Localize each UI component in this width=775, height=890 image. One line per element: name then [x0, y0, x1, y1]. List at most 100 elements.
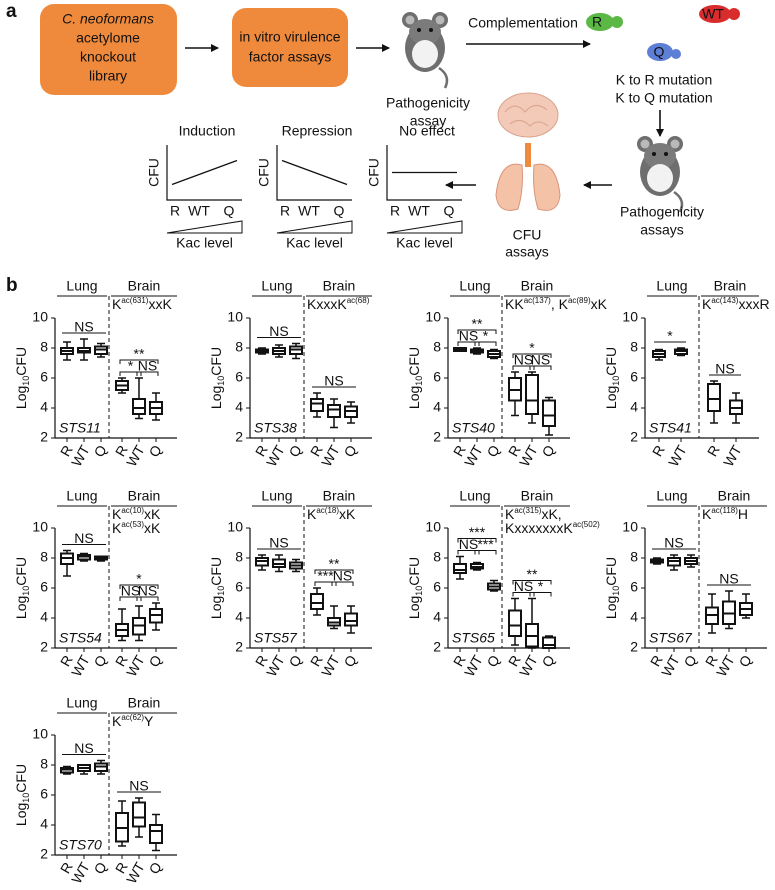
- x-tick-label: Q: [91, 652, 110, 670]
- text-segment: 10: [21, 793, 31, 803]
- y-tick-label: 10: [32, 519, 48, 535]
- text-segment: CFU: [603, 557, 619, 586]
- x-tick-label: Q: [341, 442, 360, 460]
- significance-bracket: [119, 596, 142, 601]
- mini-plot-axes: [276, 145, 352, 201]
- text-segment: 10: [611, 376, 621, 386]
- trend-line: [171, 159, 238, 186]
- y-tick-label: 8: [235, 549, 243, 565]
- strain-label: STS67: [649, 630, 693, 646]
- text-segment: ac(315): [514, 506, 541, 515]
- box-text: acetylome: [76, 30, 140, 46]
- significance-label: NS: [459, 328, 478, 344]
- text-segment: K: [112, 520, 122, 536]
- strain-label: STS57: [254, 630, 298, 646]
- text-segment: ac(137): [524, 296, 551, 305]
- tissue-label: Lung: [66, 695, 97, 711]
- box: [525, 374, 539, 415]
- mini-plot-x-title: Kac level: [176, 235, 233, 251]
- significance-bracket: [457, 538, 497, 543]
- x-tick-label: Q: [286, 442, 305, 460]
- mini-plot-y-label: CFU: [256, 158, 272, 187]
- y-axis-label: Log10CFU: [603, 557, 622, 619]
- y-tick-label: 2: [433, 639, 441, 655]
- x-tick-label: R: [704, 442, 723, 459]
- significance-bracket: [457, 329, 497, 334]
- x-tick-label: Q: [341, 652, 360, 670]
- text-segment: Log: [13, 596, 29, 619]
- tissue-label: Lung: [459, 488, 490, 504]
- mini-plot-y-label: CFU: [146, 158, 162, 187]
- tissue-label: Lung: [66, 278, 97, 294]
- variant-label: R: [592, 14, 602, 30]
- x-tick-label: Q: [146, 859, 165, 877]
- significance-label: **: [134, 346, 145, 362]
- text-segment: 10: [611, 586, 621, 596]
- box: [542, 399, 556, 427]
- x-tick-label: Q: [484, 652, 503, 670]
- y-tick-label: 8: [40, 339, 48, 355]
- strain-label: STS38: [254, 420, 297, 436]
- tissue-label: Brain: [323, 488, 356, 504]
- significance-bracket: [474, 550, 497, 555]
- significance-label: NS: [138, 358, 157, 374]
- protein-icon: [586, 13, 614, 31]
- step-text: assay: [410, 113, 447, 129]
- text-segment: Log: [603, 596, 619, 619]
- significance-label: NS: [74, 319, 93, 335]
- box: [132, 801, 146, 828]
- motif-label: KKac(137), Kac(89)xK: [505, 296, 608, 312]
- tissue-label: Brain: [714, 278, 747, 294]
- y-tick-label: 4: [630, 399, 638, 415]
- box: [132, 398, 146, 415]
- significance-label: NS: [719, 571, 738, 587]
- significance-label: NS: [459, 536, 478, 552]
- significance-label: ***: [317, 568, 334, 584]
- y-tick-label: 2: [630, 639, 638, 655]
- y-tick-label: 4: [433, 609, 441, 625]
- y-tick-label: 4: [40, 399, 48, 415]
- mini-plot-x-label: WT: [188, 203, 210, 219]
- motif-label: Kac(143)xxxR: [702, 296, 770, 312]
- y-tick-label: 8: [630, 339, 638, 355]
- tissue-label: Brain: [323, 278, 356, 294]
- text-segment: ac(68): [347, 296, 370, 305]
- box: [344, 612, 358, 627]
- significance-label: NS: [74, 530, 93, 546]
- mini-plot-x-title: Kac level: [286, 235, 343, 251]
- x-tick-label: WT: [68, 859, 93, 886]
- tissue-label: Lung: [66, 488, 97, 504]
- y-tick-label: 8: [235, 339, 243, 355]
- text-segment: ac(502): [573, 520, 600, 529]
- significance-bracket: [119, 584, 159, 589]
- trend-line: [281, 159, 348, 186]
- text-segment: Log: [603, 386, 619, 409]
- level-wedge: [166, 220, 243, 234]
- motif-label: Kac(631)xxK: [112, 296, 172, 312]
- significance-bracket: [512, 353, 552, 358]
- significance-label: *: [136, 571, 142, 587]
- significance-label: *: [529, 340, 535, 356]
- step-text: Complementation: [468, 15, 578, 31]
- text-segment: ac(18): [316, 506, 339, 515]
- significance-label: **: [527, 566, 538, 582]
- text-segment: CFU: [406, 347, 422, 376]
- text-segment: 10: [21, 376, 31, 386]
- text-segment: CFU: [208, 557, 224, 586]
- level-wedge: [386, 220, 463, 234]
- significance-bracket: [457, 341, 480, 346]
- strain-label: STS54: [59, 630, 102, 646]
- significance-label: **: [472, 316, 483, 332]
- y-tick-label: 6: [630, 579, 638, 595]
- mini-plot-y-label: CFU: [366, 158, 382, 187]
- significance-bracket: [314, 581, 337, 586]
- x-tick-label: WT: [713, 652, 738, 679]
- y-tick-label: 2: [630, 429, 638, 445]
- x-tick-label: Q: [91, 859, 110, 877]
- y-tick-label: 10: [227, 519, 243, 535]
- box: [327, 404, 341, 418]
- text-segment: xK,: [541, 506, 561, 522]
- significance-bracket: [314, 569, 354, 574]
- y-tick-label: 6: [40, 786, 48, 802]
- step-text: assays: [505, 244, 549, 260]
